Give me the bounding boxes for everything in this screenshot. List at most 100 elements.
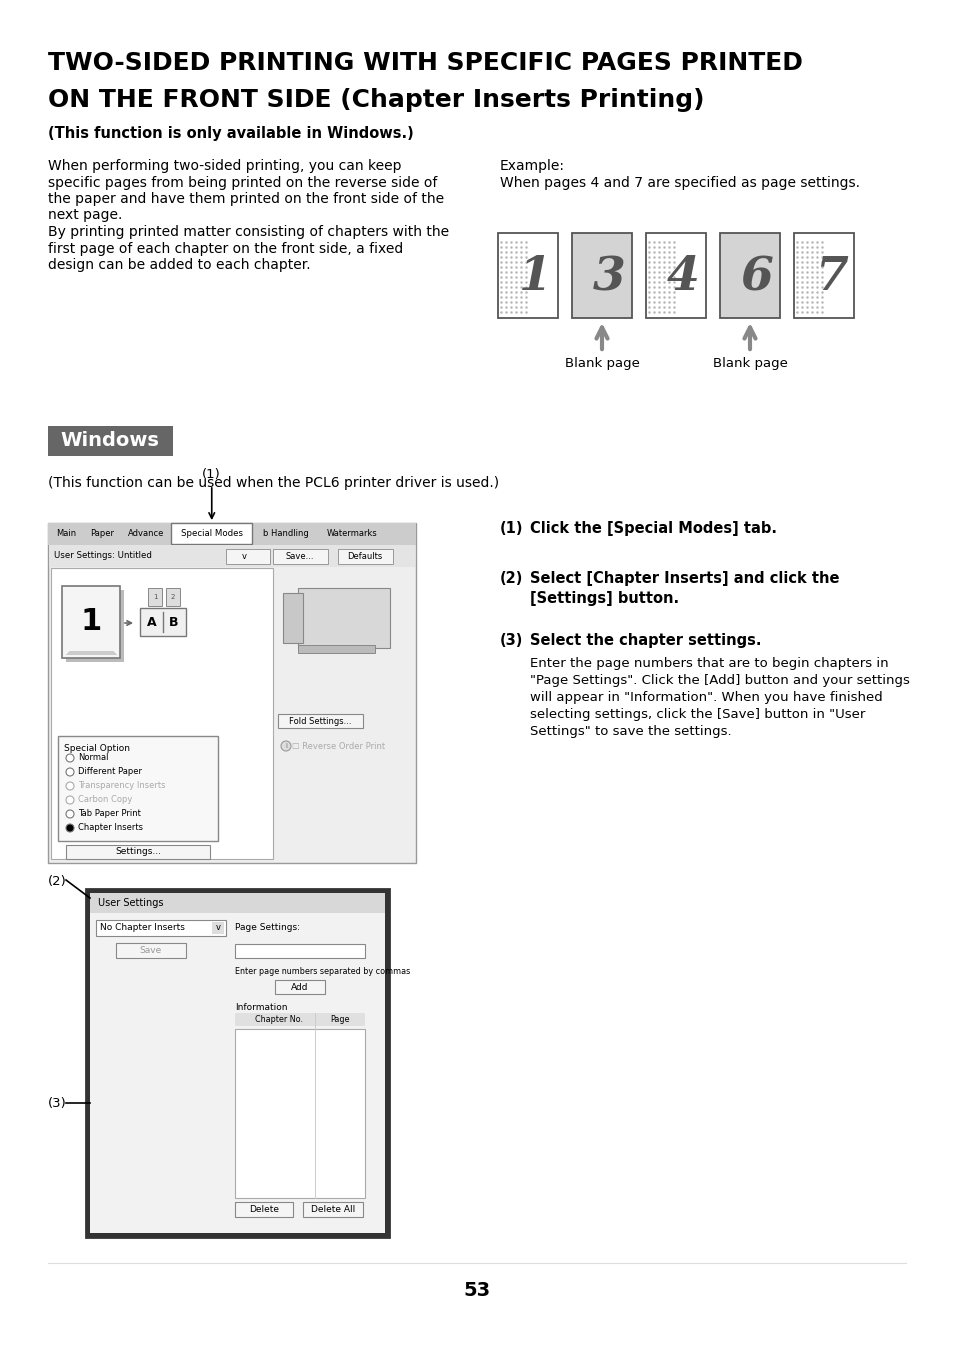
Text: Save...: Save...: [286, 553, 314, 561]
Bar: [274, 979, 325, 994]
Bar: [148, 588, 162, 607]
Bar: [234, 1202, 293, 1217]
Text: Transparency Inserts: Transparency Inserts: [78, 781, 165, 790]
Text: User Settings: User Settings: [98, 898, 163, 908]
Text: 6: 6: [740, 254, 773, 300]
Bar: [273, 549, 328, 563]
Bar: [90, 893, 385, 913]
Text: Click the [Special Modes] tab.: Click the [Special Modes] tab.: [530, 521, 776, 536]
Bar: [277, 713, 363, 728]
Bar: [58, 736, 218, 842]
Bar: [720, 232, 780, 317]
Text: A: A: [147, 616, 156, 628]
Text: Watermarks: Watermarks: [326, 530, 377, 539]
Text: By printing printed matter consisting of chapters with the: By printing printed matter consisting of…: [48, 226, 449, 239]
Text: 7: 7: [814, 254, 847, 300]
Text: the paper and have them printed on the front side of the: the paper and have them printed on the f…: [48, 192, 444, 205]
Text: Carbon Copy: Carbon Copy: [78, 796, 132, 804]
Text: Settings" to save the settings.: Settings" to save the settings.: [530, 725, 731, 738]
Bar: [337, 549, 393, 563]
Text: b Handling: b Handling: [263, 530, 309, 539]
Text: Information: Information: [234, 1004, 287, 1012]
Text: Page: Page: [330, 1015, 349, 1024]
Bar: [234, 1029, 365, 1198]
Bar: [645, 232, 705, 317]
Circle shape: [66, 754, 74, 762]
Text: Select the chapter settings.: Select the chapter settings.: [530, 634, 760, 648]
Text: v: v: [215, 924, 220, 932]
Bar: [86, 889, 389, 1238]
Text: Settings...: Settings...: [115, 847, 161, 857]
Text: (2): (2): [48, 875, 67, 888]
Bar: [212, 921, 224, 934]
Text: i: i: [285, 743, 287, 748]
Text: (1): (1): [499, 521, 523, 536]
Text: first page of each chapter on the front side, a fixed: first page of each chapter on the front …: [48, 242, 403, 255]
Text: Blank page: Blank page: [712, 357, 786, 370]
Bar: [51, 567, 273, 859]
Bar: [62, 586, 120, 658]
Text: Enter page numbers separated by commas: Enter page numbers separated by commas: [234, 967, 410, 977]
Text: 2: 2: [171, 594, 175, 600]
Text: (This function can be used when the PCL6 printer driver is used.): (This function can be used when the PCL6…: [48, 476, 498, 490]
Text: TWO-SIDED PRINTING WITH SPECIFIC PAGES PRINTED: TWO-SIDED PRINTING WITH SPECIFIC PAGES P…: [48, 51, 802, 76]
Text: 1: 1: [518, 254, 551, 300]
Bar: [90, 893, 385, 1233]
Text: Select [Chapter Inserts] and click the: Select [Chapter Inserts] and click the: [530, 571, 839, 586]
Text: Chapter No.: Chapter No.: [254, 1015, 303, 1024]
Bar: [226, 549, 270, 563]
Text: design can be added to each chapter.: design can be added to each chapter.: [48, 258, 311, 272]
Text: Advance: Advance: [128, 530, 164, 539]
Text: B: B: [169, 616, 178, 628]
Circle shape: [66, 824, 74, 832]
Bar: [116, 943, 186, 958]
Text: Delete All: Delete All: [311, 1205, 355, 1215]
Text: Fold Settings...: Fold Settings...: [289, 716, 351, 725]
Text: "Page Settings". Click the [Add] button and your settings: "Page Settings". Click the [Add] button …: [530, 674, 909, 688]
Text: Blank page: Blank page: [564, 357, 639, 370]
Text: specific pages from being printed on the reverse side of: specific pages from being printed on the…: [48, 176, 436, 189]
Text: (3): (3): [499, 634, 523, 648]
Bar: [793, 232, 853, 317]
Bar: [234, 944, 365, 958]
Bar: [303, 1202, 363, 1217]
Text: 1: 1: [152, 594, 157, 600]
Text: will appear in "Information". When you have finished: will appear in "Information". When you h…: [530, 690, 882, 704]
Bar: [297, 588, 390, 648]
Text: Normal: Normal: [78, 754, 109, 762]
Bar: [66, 590, 124, 662]
Circle shape: [66, 811, 74, 817]
Text: (This function is only available in Windows.): (This function is only available in Wind…: [48, 126, 414, 141]
Bar: [48, 426, 172, 457]
Text: Add: Add: [291, 982, 309, 992]
Text: Delete: Delete: [249, 1205, 278, 1215]
Text: 3: 3: [592, 254, 625, 300]
Circle shape: [66, 767, 74, 775]
Text: ON THE FRONT SIDE (Chapter Inserts Printing): ON THE FRONT SIDE (Chapter Inserts Print…: [48, 88, 703, 112]
Bar: [234, 1013, 365, 1025]
Bar: [297, 644, 375, 653]
Bar: [572, 232, 631, 317]
Text: next page.: next page.: [48, 208, 122, 223]
Text: Paper: Paper: [90, 530, 113, 539]
Text: Enter the page numbers that are to begin chapters in: Enter the page numbers that are to begin…: [530, 657, 887, 670]
Circle shape: [281, 740, 291, 751]
Bar: [283, 593, 303, 643]
Bar: [166, 588, 180, 607]
Bar: [140, 608, 186, 636]
Circle shape: [66, 796, 74, 804]
Bar: [274, 567, 413, 859]
Text: 53: 53: [463, 1282, 490, 1301]
Text: v: v: [241, 553, 246, 561]
Text: No Chapter Inserts: No Chapter Inserts: [100, 924, 185, 932]
Text: ☐ Reverse Order Print: ☐ Reverse Order Print: [292, 742, 385, 751]
Circle shape: [66, 782, 74, 790]
Text: Special Option: Special Option: [64, 744, 130, 753]
Bar: [49, 544, 415, 567]
Bar: [171, 523, 253, 544]
Bar: [96, 920, 226, 936]
Text: Example:: Example:: [499, 159, 564, 173]
Text: Defaults: Defaults: [347, 553, 382, 561]
Bar: [48, 523, 416, 544]
Text: Chapter Inserts: Chapter Inserts: [78, 824, 143, 832]
